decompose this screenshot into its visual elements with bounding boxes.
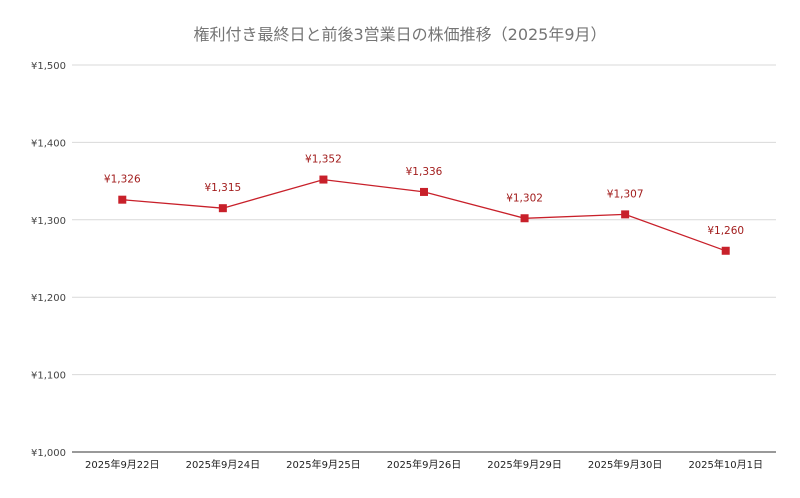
x-tick-label: 2025年9月29日 xyxy=(487,458,562,471)
data-label-layer: ¥1,326 ¥1,315 ¥1,352 ¥1,336 ¥1,302 ¥1,307 ¥1,2… xyxy=(104,154,744,237)
series-marker-layer xyxy=(118,175,730,255)
y-tick-label: ¥1,300 xyxy=(31,216,66,227)
data-label: ¥1,260 xyxy=(707,225,744,237)
data-point-marker xyxy=(420,187,428,196)
data-label: ¥1,302 xyxy=(506,192,543,204)
y-tick-label: ¥1,100 xyxy=(31,371,66,382)
data-label: ¥1,326 xyxy=(104,174,141,186)
y-tick-label: ¥1,000 xyxy=(31,448,66,459)
data-point-marker xyxy=(319,175,328,184)
x-tick-label: 2025年9月22日 xyxy=(85,458,160,471)
data-point-marker xyxy=(520,214,529,223)
x-tick-label: 2025年9月24日 xyxy=(186,458,261,471)
data-point-marker xyxy=(118,195,127,204)
y-axis-ticks: ¥1,000 ¥1,100 ¥1,200 ¥1,300 ¥1,400 ¥1,500 xyxy=(31,61,66,459)
x-tick-label: 2025年9月25日 xyxy=(286,458,361,471)
x-tick-label: 2025年9月30日 xyxy=(588,458,663,471)
data-label: ¥1,307 xyxy=(607,188,644,200)
data-label: ¥1,315 xyxy=(204,182,241,194)
x-tick-label: 2025年9月26日 xyxy=(387,458,462,471)
data-point-marker xyxy=(721,246,730,255)
data-label: ¥1,336 xyxy=(406,166,443,178)
data-point-marker xyxy=(621,210,630,219)
gridlines xyxy=(72,64,776,453)
data-point-marker xyxy=(218,204,227,213)
chart-title: 権利付き最終日と前後3営業日の株価推移（2025年9月） xyxy=(193,25,606,44)
y-tick-label: ¥1,400 xyxy=(31,138,66,149)
x-tick-label: 2025年10月1日 xyxy=(688,458,763,471)
y-tick-label: ¥1,500 xyxy=(31,61,66,72)
x-axis-ticks: 2025年9月22日 2025年9月24日 2025年9月25日 2025年9月26日… xyxy=(85,458,763,471)
y-tick-label: ¥1,200 xyxy=(31,293,66,304)
data-label: ¥1,352 xyxy=(305,154,342,166)
